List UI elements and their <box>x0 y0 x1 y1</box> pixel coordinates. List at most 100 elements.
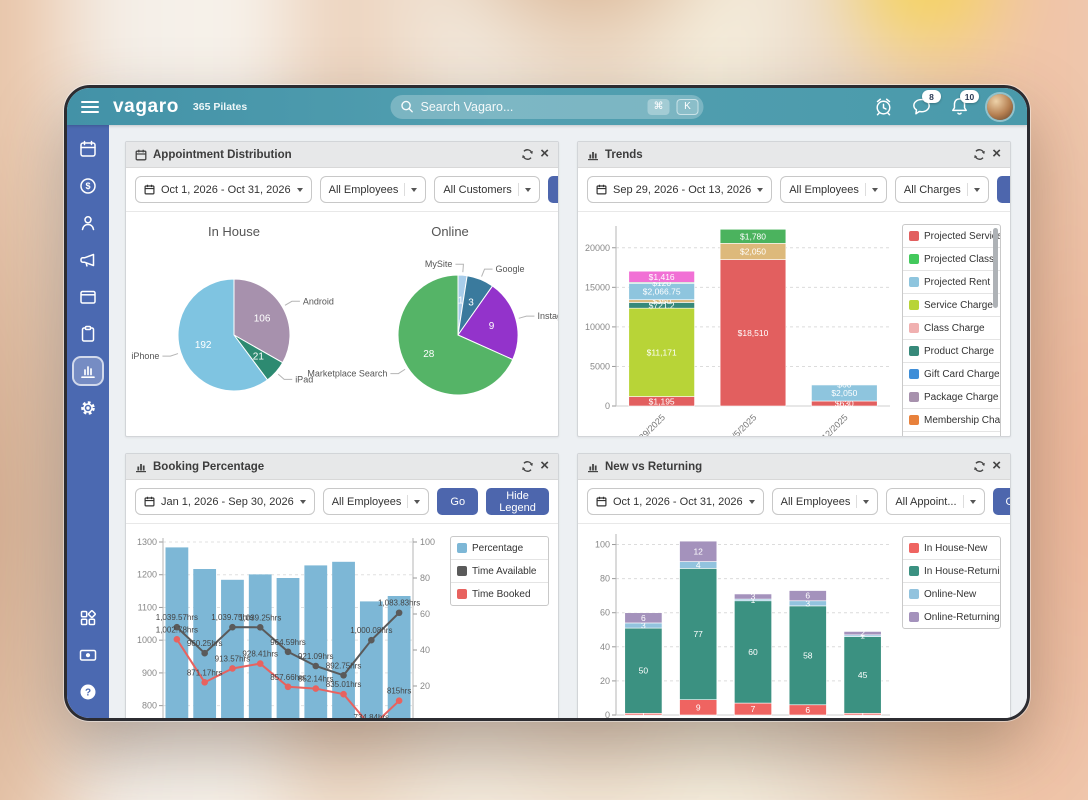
legend-label: Percentage <box>472 542 524 554</box>
alarm-button[interactable] <box>873 96 894 117</box>
legend-swatch <box>909 543 919 553</box>
svg-text:913.57hrs: 913.57hrs <box>215 654 251 663</box>
caret-down-icon <box>299 499 306 504</box>
legend-item: Percentage <box>451 537 548 560</box>
svg-text:$350: $350 <box>652 296 671 306</box>
svg-text:800: 800 <box>142 701 157 711</box>
trends-charges-select[interactable]: All Charges <box>894 176 989 203</box>
svg-text:734.84hrs: 734.84hrs <box>354 713 390 718</box>
trends-employees-select[interactable]: All Employees <box>780 176 887 203</box>
trends-date-range[interactable]: Sep 29, 2026 - Oct 13, 2026 <box>587 176 773 203</box>
notifications-button[interactable]: 10 <box>949 90 979 117</box>
appointment-customers-select[interactable]: All Customers <box>434 176 540 203</box>
appointment-employees-select[interactable]: All Employees <box>319 176 427 203</box>
date-range-label: Jan 1, 2026 - Sep 30, 2026 <box>161 495 294 508</box>
sidebar-item-payments[interactable] <box>74 642 102 668</box>
nvr-go-button[interactable]: Go <box>992 488 1010 515</box>
nvr-employees-select[interactable]: All Employees <box>771 488 879 515</box>
user-avatar[interactable] <box>987 93 1013 120</box>
sidebar-item-customers[interactable] <box>74 210 102 236</box>
booking-combo-chart: 800 900 1000 1100 1200 1300 0 20 40 60 80 100 1,039.… <box>137 537 435 718</box>
booking-filters: Jan 1, 2026 - Sep 30, 2026 All Employees… <box>126 480 558 524</box>
trends-chart-area: 0 5000 10000 15000 20000 $1,195 $11,171 $721.2 $… <box>580 216 898 436</box>
legend-swatch <box>909 231 919 241</box>
question-icon: ? <box>80 684 96 700</box>
booking-hide-legend-button[interactable]: Hide Legend <box>486 488 549 515</box>
search-placeholder: Search Vagaro... <box>420 99 514 114</box>
employees-label: All Employees <box>331 495 402 508</box>
sidebar-nav: $ <box>67 125 109 718</box>
legend-item: Time Booked <box>451 583 548 605</box>
sidebar-item-settings[interactable] <box>74 395 102 421</box>
nvr-date-range[interactable]: Oct 1, 2026 - Oct 31, 2026 <box>587 488 764 515</box>
svg-text:1100: 1100 <box>138 602 157 612</box>
legend-item: Projected Rent <box>903 271 1000 294</box>
svg-text:0: 0 <box>420 717 425 718</box>
caret-down-icon <box>748 499 755 504</box>
sidebar-item-marketing[interactable] <box>74 247 102 273</box>
svg-text:20000: 20000 <box>585 243 610 253</box>
refresh-icon[interactable] <box>973 148 986 161</box>
business-name[interactable]: 365 Pilates <box>192 100 248 113</box>
refresh-icon[interactable] <box>521 148 534 161</box>
sidebar-item-reports[interactable] <box>74 358 102 384</box>
legend-label: Online-New <box>924 588 977 600</box>
trends-go-button[interactable]: Go <box>996 176 1010 203</box>
legend-item: Class Charge <box>903 317 1000 340</box>
sidebar-item-help[interactable]: ? <box>74 679 102 705</box>
close-icon[interactable]: × <box>540 457 549 474</box>
svg-text:928.41hrs: 928.41hrs <box>242 650 278 659</box>
svg-text:$2,066.75: $2,066.75 <box>643 287 681 297</box>
legend-swatch <box>909 392 919 402</box>
svg-text:28: 28 <box>423 349 435 360</box>
svg-text:1300: 1300 <box>137 537 157 547</box>
caret-down-icon <box>969 499 976 504</box>
svg-text:$11,171: $11,171 <box>647 347 677 357</box>
divider <box>856 495 858 508</box>
booking-date-range[interactable]: Jan 1, 2026 - Sep 30, 2026 <box>135 488 315 515</box>
close-icon[interactable]: × <box>540 145 549 162</box>
hamburger-menu-icon[interactable] <box>81 100 99 113</box>
legend-swatch <box>909 612 919 622</box>
calendar-icon <box>144 184 155 195</box>
appointment-go-button[interactable]: Go <box>547 176 558 203</box>
sidebar-item-website[interactable] <box>74 284 102 310</box>
svg-text:1,039.75hrs: 1,039.75hrs <box>211 613 253 622</box>
legend-item: Membership Charge <box>903 409 1000 432</box>
legend-swatch <box>909 323 919 333</box>
sidebar-item-apps[interactable] <box>74 605 102 631</box>
svg-text:852.14hrs: 852.14hrs <box>298 675 334 684</box>
search-input[interactable]: Search Vagaro... ⌘ K <box>390 94 704 119</box>
employees-label: All Employees <box>780 495 851 508</box>
charges-label: All Charges <box>903 183 961 196</box>
close-icon[interactable]: × <box>992 145 1001 162</box>
booking-legend-box: Percentage Time Available Time Booked <box>450 536 549 606</box>
svg-text:45: 45 <box>858 670 868 680</box>
booking-employees-select[interactable]: All Employees <box>322 488 430 515</box>
svg-text:58: 58 <box>803 650 813 660</box>
svg-text:5000: 5000 <box>590 361 610 371</box>
refresh-icon[interactable] <box>521 460 534 473</box>
sidebar-item-forms[interactable] <box>74 321 102 347</box>
svg-text:1,083.83hrs: 1,083.83hrs <box>378 599 420 608</box>
svg-text:60: 60 <box>420 609 430 619</box>
svg-text:20: 20 <box>420 681 430 691</box>
messages-button[interactable]: 8 <box>911 90 941 117</box>
legend-item: In House-Returning <box>903 560 1000 583</box>
refresh-icon[interactable] <box>973 460 986 473</box>
booking-go-button[interactable]: Go <box>437 488 479 515</box>
sidebar-item-calendar[interactable] <box>74 136 102 162</box>
close-icon[interactable]: × <box>992 457 1001 474</box>
panel-header: Appointment Distribution × <box>126 142 558 168</box>
sidebar-item-sales[interactable]: $ <box>74 173 102 199</box>
svg-text:$721.2: $721.2 <box>649 300 675 310</box>
panel-new-vs-returning: New vs Returning × Oct <box>577 453 1011 718</box>
svg-text:0: 0 <box>605 401 610 411</box>
appointment-date-range[interactable]: Oct 1, 2026 - Oct 31, 2026 <box>135 176 312 203</box>
legend-scrollbar[interactable] <box>993 228 998 308</box>
nvr-appointments-select[interactable]: All Appoint... <box>886 488 985 515</box>
svg-text:1: 1 <box>751 595 756 605</box>
svg-text:40: 40 <box>420 645 430 655</box>
panel-appointment-distribution: Appointment Distribution × <box>125 141 559 437</box>
svg-text:1000: 1000 <box>137 635 157 645</box>
